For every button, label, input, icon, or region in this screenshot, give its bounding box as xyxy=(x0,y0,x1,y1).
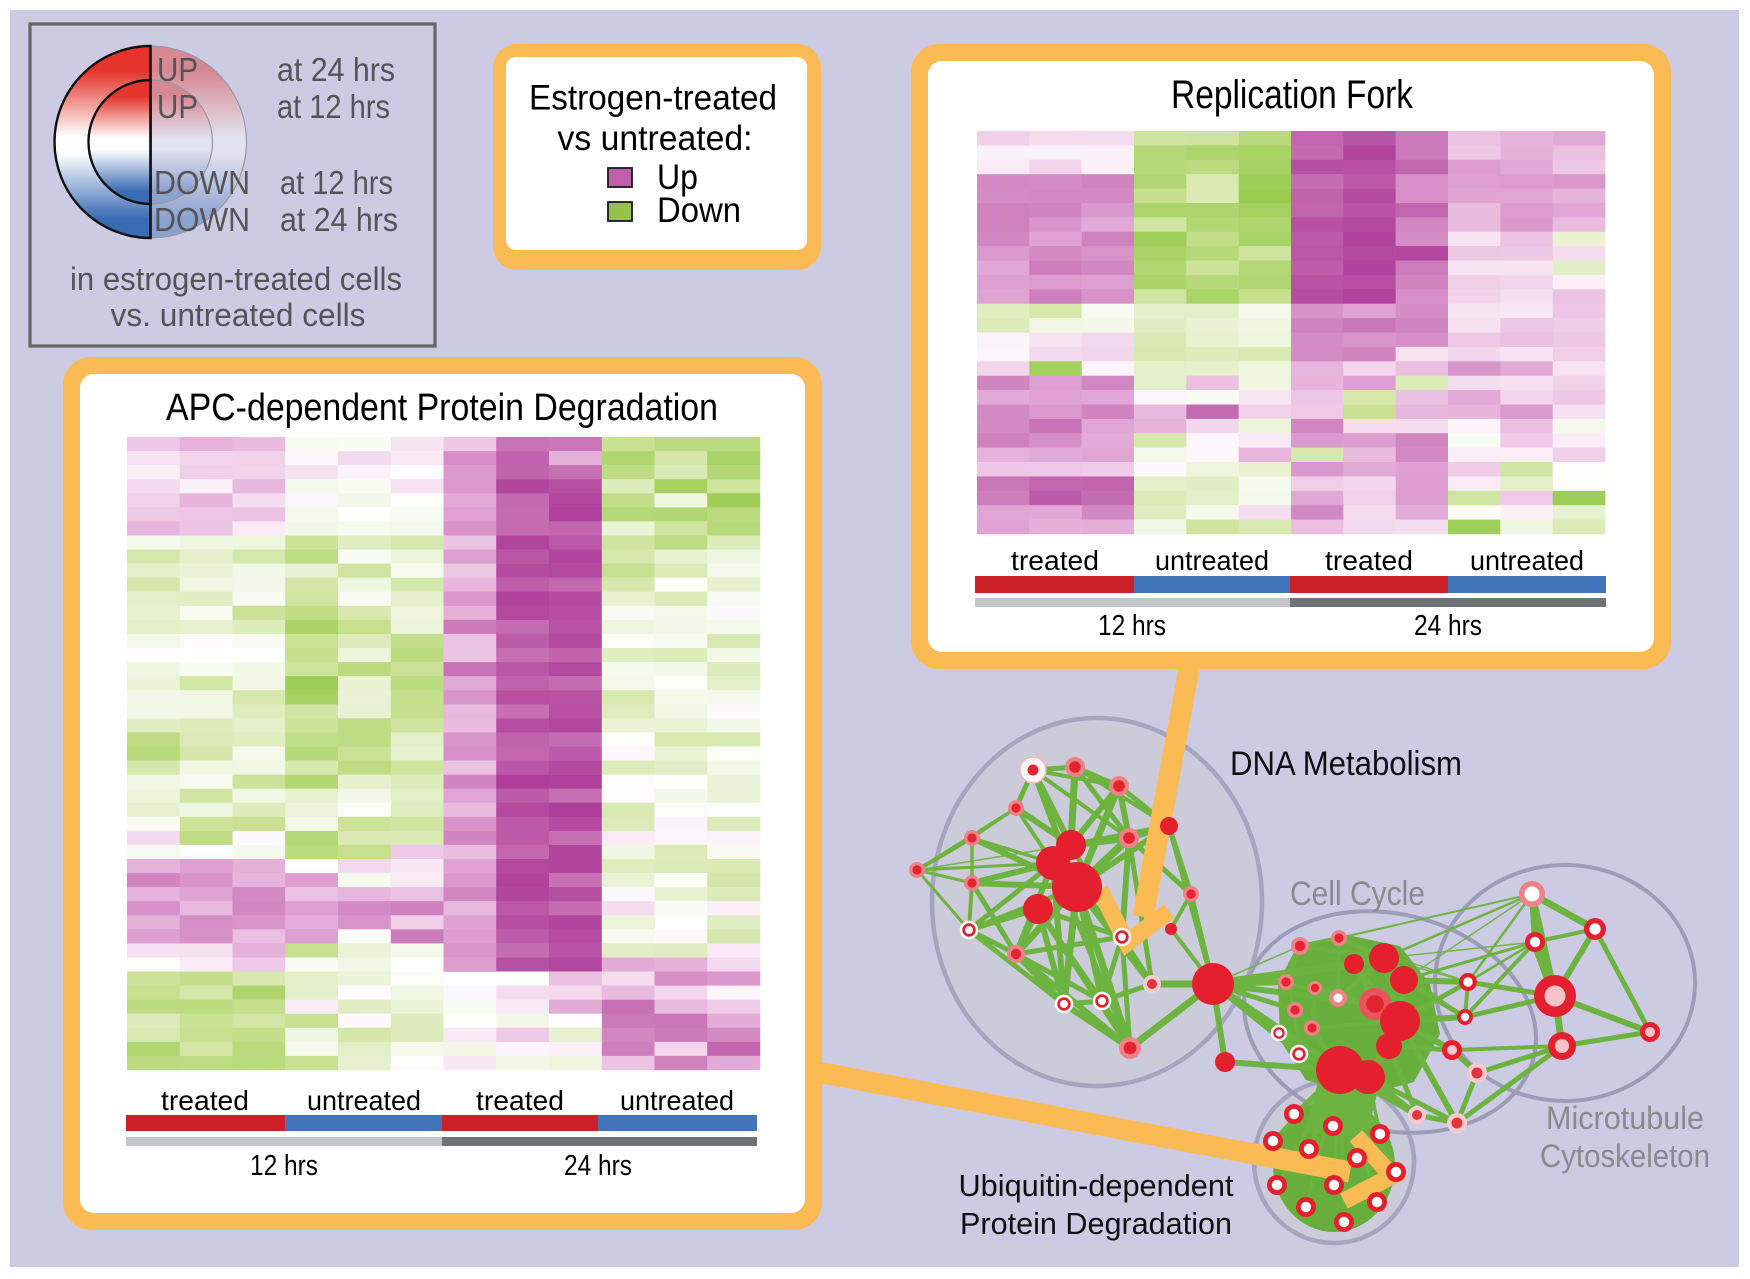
svg-text:UP: UP xyxy=(157,51,198,88)
svg-text:DOWN: DOWN xyxy=(154,164,250,201)
svg-text:Estrogen-treated: Estrogen-treated xyxy=(529,79,777,118)
svg-text:DOWN: DOWN xyxy=(154,201,250,238)
svg-text:treated: treated xyxy=(1325,545,1413,576)
svg-text:UP: UP xyxy=(157,88,198,125)
svg-text:DNA Metabolism: DNA Metabolism xyxy=(1230,745,1462,783)
svg-text:Up: Up xyxy=(657,158,698,197)
svg-text:untreated: untreated xyxy=(620,1085,734,1116)
svg-text:treated: treated xyxy=(1011,545,1099,576)
svg-text:at 24 hrs: at 24 hrs xyxy=(277,51,395,88)
svg-text:untreated: untreated xyxy=(1155,545,1269,576)
svg-text:at 12 hrs: at 12 hrs xyxy=(280,164,393,201)
svg-text:Cell Cycle: Cell Cycle xyxy=(1290,875,1425,913)
svg-text:12 hrs: 12 hrs xyxy=(1098,610,1166,642)
svg-text:Replication Fork: Replication Fork xyxy=(1171,73,1414,117)
svg-text:treated: treated xyxy=(161,1085,249,1116)
svg-text:in estrogen-treated cells: in estrogen-treated cells xyxy=(70,261,402,297)
svg-text:untreated: untreated xyxy=(307,1085,421,1116)
svg-text:Ubiquitin-dependent: Ubiquitin-dependent xyxy=(959,1168,1234,1203)
svg-text:24 hrs: 24 hrs xyxy=(1414,610,1482,642)
svg-text:Protein Degradation: Protein Degradation xyxy=(960,1206,1232,1241)
svg-text:24 hrs: 24 hrs xyxy=(564,1150,632,1182)
svg-text:at 12 hrs: at 12 hrs xyxy=(277,88,390,125)
svg-text:Down: Down xyxy=(657,191,741,230)
svg-text:vs untreated:: vs untreated: xyxy=(558,119,753,158)
svg-text:at 24 hrs: at 24 hrs xyxy=(280,201,398,238)
svg-text:APC-dependent Protein Degradat: APC-dependent Protein Degradation xyxy=(166,387,718,429)
svg-text:untreated: untreated xyxy=(1470,545,1584,576)
svg-text:vs. untreated cells: vs. untreated cells xyxy=(111,297,366,333)
svg-text:Cytoskeleton: Cytoskeleton xyxy=(1540,1138,1710,1174)
svg-text:Microtubule: Microtubule xyxy=(1546,1100,1704,1136)
svg-text:treated: treated xyxy=(476,1085,564,1116)
svg-text:12 hrs: 12 hrs xyxy=(250,1150,318,1182)
